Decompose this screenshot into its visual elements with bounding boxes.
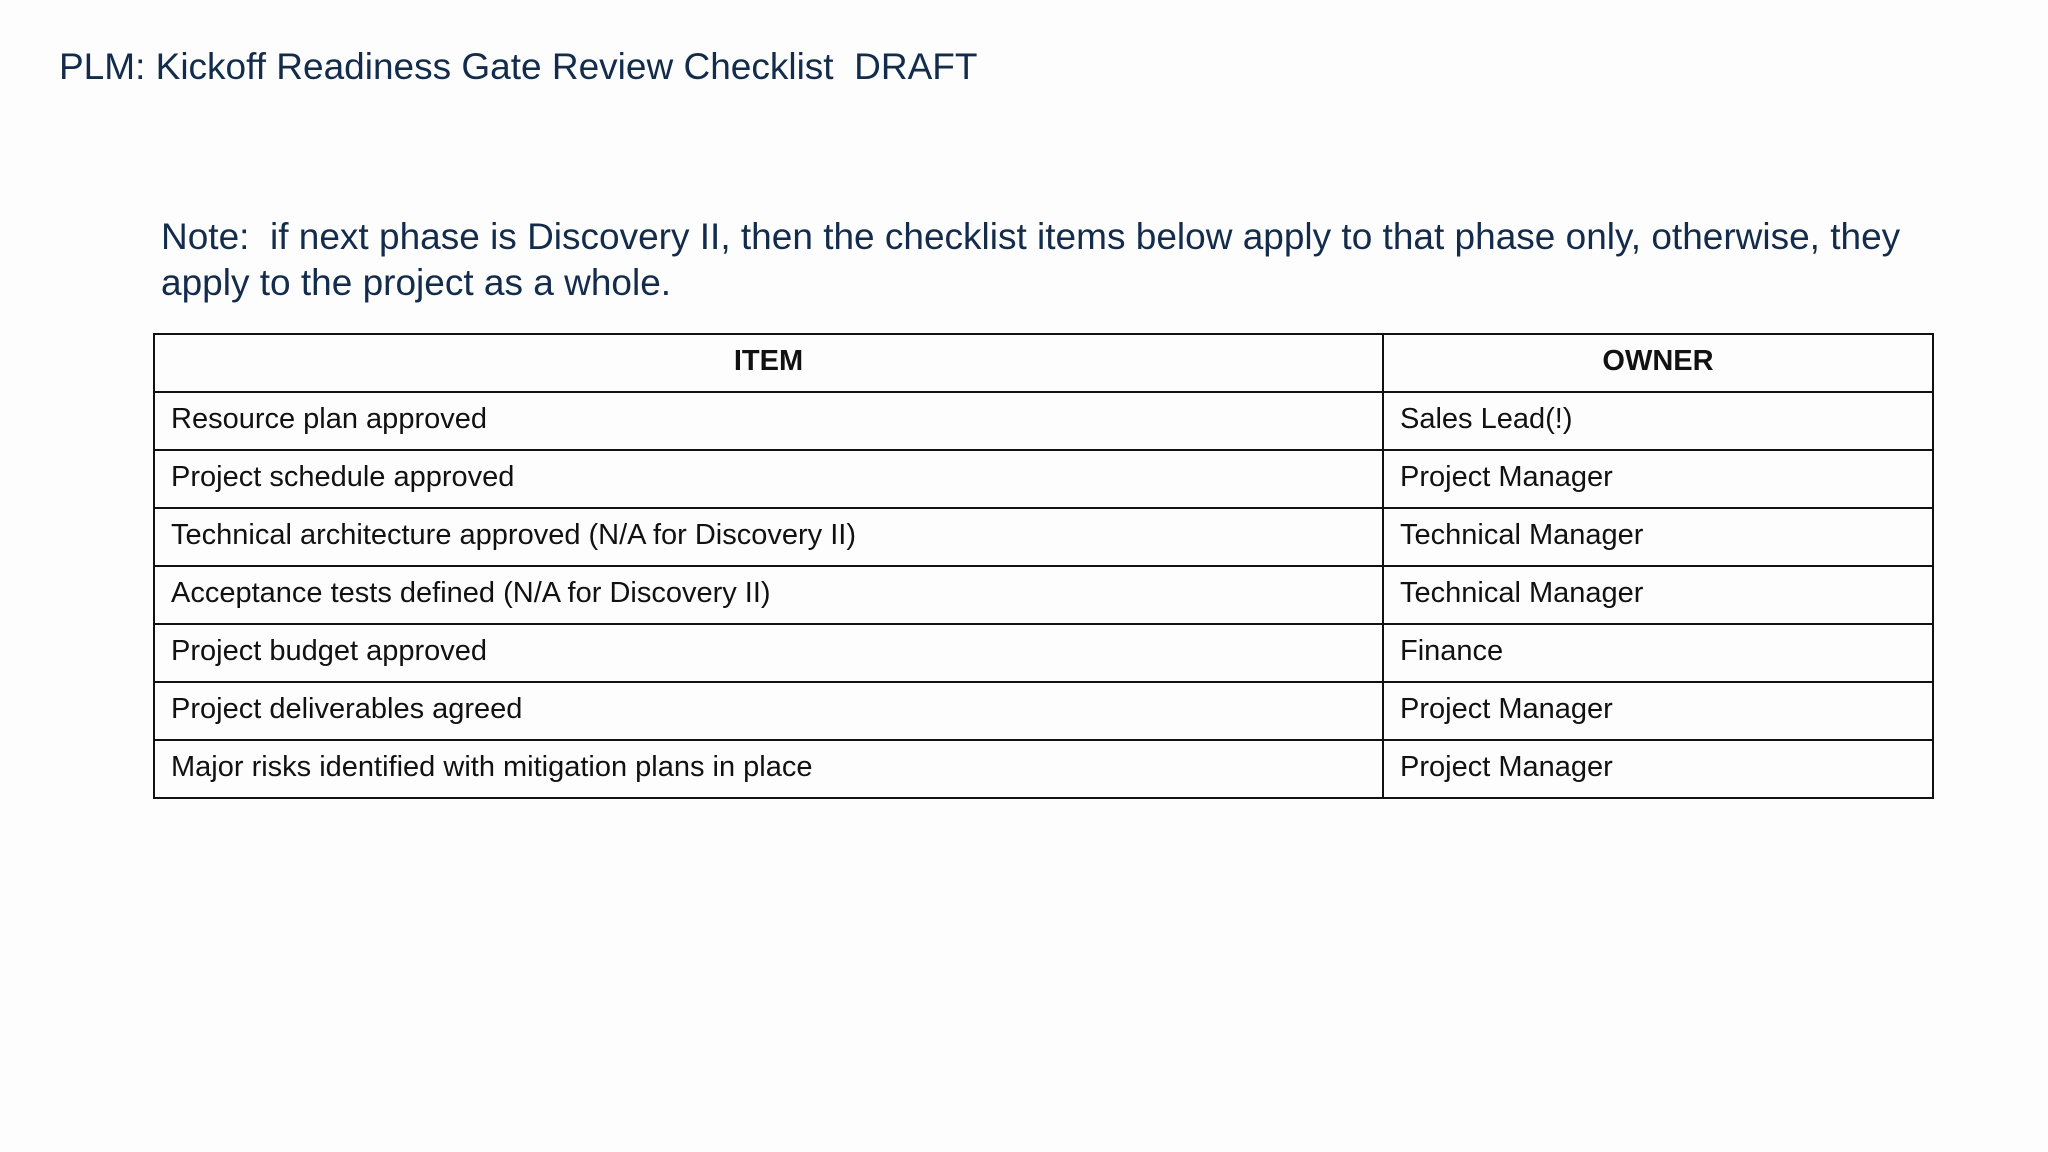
table-row: Project budget approved Finance [153,623,1934,683]
owner-cell: Finance [1382,623,1934,683]
table-row: Project schedule approved Project Manager [153,449,1934,509]
checklist-table: ITEM OWNER Resource plan approved Sales L… [153,333,1934,799]
owner-cell: Project Manager [1382,449,1934,509]
table-row: Major risks identified with mitigation p… [153,739,1934,799]
item-cell: Resource plan approved [153,391,1384,451]
table-row: Resource plan approved Sales Lead(!) [153,391,1934,451]
item-cell: Acceptance tests defined (N/A for Discov… [153,565,1384,625]
owner-cell: Sales Lead(!) [1382,391,1934,451]
page-title: PLM: Kickoff Readiness Gate Review Check… [59,46,978,87]
owner-cell: Technical Manager [1382,565,1934,625]
table-row: Acceptance tests defined (N/A for Discov… [153,565,1934,625]
item-cell: Technical architecture approved (N/A for… [153,507,1384,567]
item-cell: Project schedule approved [153,449,1384,509]
item-cell: Project deliverables agreed [153,681,1384,741]
item-cell: Project budget approved [153,623,1384,683]
table-row: Technical architecture approved (N/A for… [153,507,1934,567]
table-header-row: ITEM OWNER [153,333,1934,393]
owner-cell: Project Manager [1382,681,1934,741]
owner-cell: Technical Manager [1382,507,1934,567]
owner-cell: Project Manager [1382,739,1934,799]
column-header-owner: OWNER [1382,333,1934,393]
item-cell: Major risks identified with mitigation p… [153,739,1384,799]
column-header-item: ITEM [153,333,1384,393]
note-text: Note: if next phase is Discovery II, the… [161,216,1911,303]
table-row: Project deliverables agreed Project Manag… [153,681,1934,741]
